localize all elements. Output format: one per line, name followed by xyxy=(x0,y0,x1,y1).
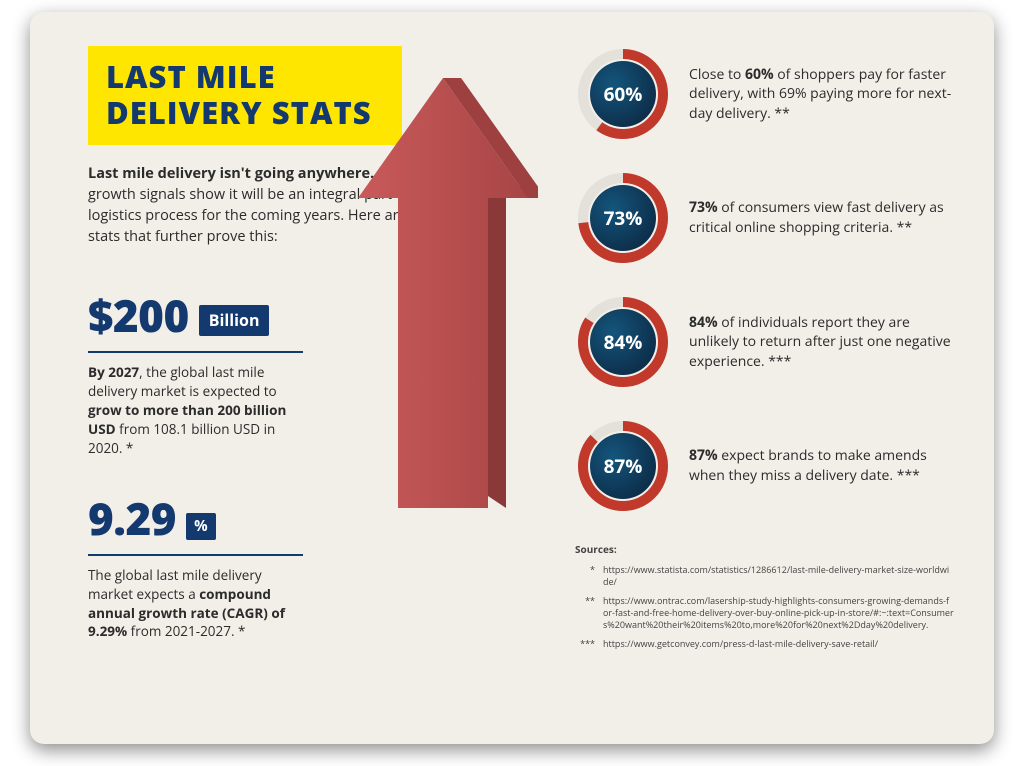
big-stat-value: $200 xyxy=(88,285,189,345)
source-row: ** https://www.ontrac.com/lasership-stud… xyxy=(575,595,954,630)
big-stat: 9.29 % The global last mile delivery mar… xyxy=(88,488,318,642)
circle-stat: 87% 87% expect brands to make amends whe… xyxy=(575,418,954,514)
source-url: https://www.getconvey.com/press-d-last-m… xyxy=(603,638,954,650)
infographic-card: LAST MILE DELIVERY STATS Last mile deliv… xyxy=(30,12,994,744)
circle-stat-desc: 87% expect brands to make amends when th… xyxy=(689,446,954,485)
up-arrow-icon xyxy=(348,78,538,508)
source-url: https://www.statista.com/statistics/1286… xyxy=(603,564,954,587)
source-mark: *** xyxy=(575,638,595,650)
stat-circle-label: 73% xyxy=(575,170,671,266)
stat-circle-label: 87% xyxy=(575,418,671,514)
circle-stat: 84% 84% of individuals report they are u… xyxy=(575,294,954,390)
big-stat-desc: The global last mile delivery market exp… xyxy=(88,566,303,642)
sources-block: Sources: * https://www.statista.com/stat… xyxy=(575,542,954,650)
stat-circle: 87% xyxy=(575,418,671,514)
circle-stat-desc: 84% of individuals report they are unlik… xyxy=(689,313,954,372)
stat-circle-label: 84% xyxy=(575,294,671,390)
sources-header: Sources: xyxy=(575,542,954,556)
left-column: LAST MILE DELIVERY STATS Last mile deliv… xyxy=(88,46,555,658)
stat-circle: 84% xyxy=(575,294,671,390)
right-column: 60% Close to 60% of shoppers pay for fas… xyxy=(555,46,954,658)
circle-stat: 73% 73% of consumers view fast delivery … xyxy=(575,170,954,266)
big-stat-badge: Billion xyxy=(199,305,270,336)
intro-bold: Last mile delivery isn't going anywhere. xyxy=(88,164,374,183)
big-stat-badge: % xyxy=(186,513,216,540)
circle-stat-desc: 73% of consumers view fast delivery as c… xyxy=(689,198,954,237)
source-mark: * xyxy=(575,564,595,587)
source-mark: ** xyxy=(575,595,595,630)
circle-stat: 60% Close to 60% of shoppers pay for fas… xyxy=(575,46,954,142)
stat-circle-label: 60% xyxy=(575,46,671,142)
circle-stat-desc: Close to 60% of shoppers pay for faster … xyxy=(689,65,954,124)
big-stat: $200 Billion By 2027, the global last mi… xyxy=(88,285,318,457)
big-stat-value: 9.29 xyxy=(88,488,176,548)
title: LAST MILE DELIVERY STATS xyxy=(106,60,372,131)
stat-circle: 60% xyxy=(575,46,671,142)
source-row: *** https://www.getconvey.com/press-d-la… xyxy=(575,638,954,650)
source-url: https://www.ontrac.com/lasership-study-h… xyxy=(603,595,954,630)
big-stat-desc: By 2027, the global last mile delivery m… xyxy=(88,363,303,457)
stat-circle: 73% xyxy=(575,170,671,266)
underline xyxy=(88,351,303,353)
underline xyxy=(88,554,303,556)
title-line-2: DELIVERY STATS xyxy=(106,92,372,134)
source-row: * https://www.statista.com/statistics/12… xyxy=(575,564,954,587)
